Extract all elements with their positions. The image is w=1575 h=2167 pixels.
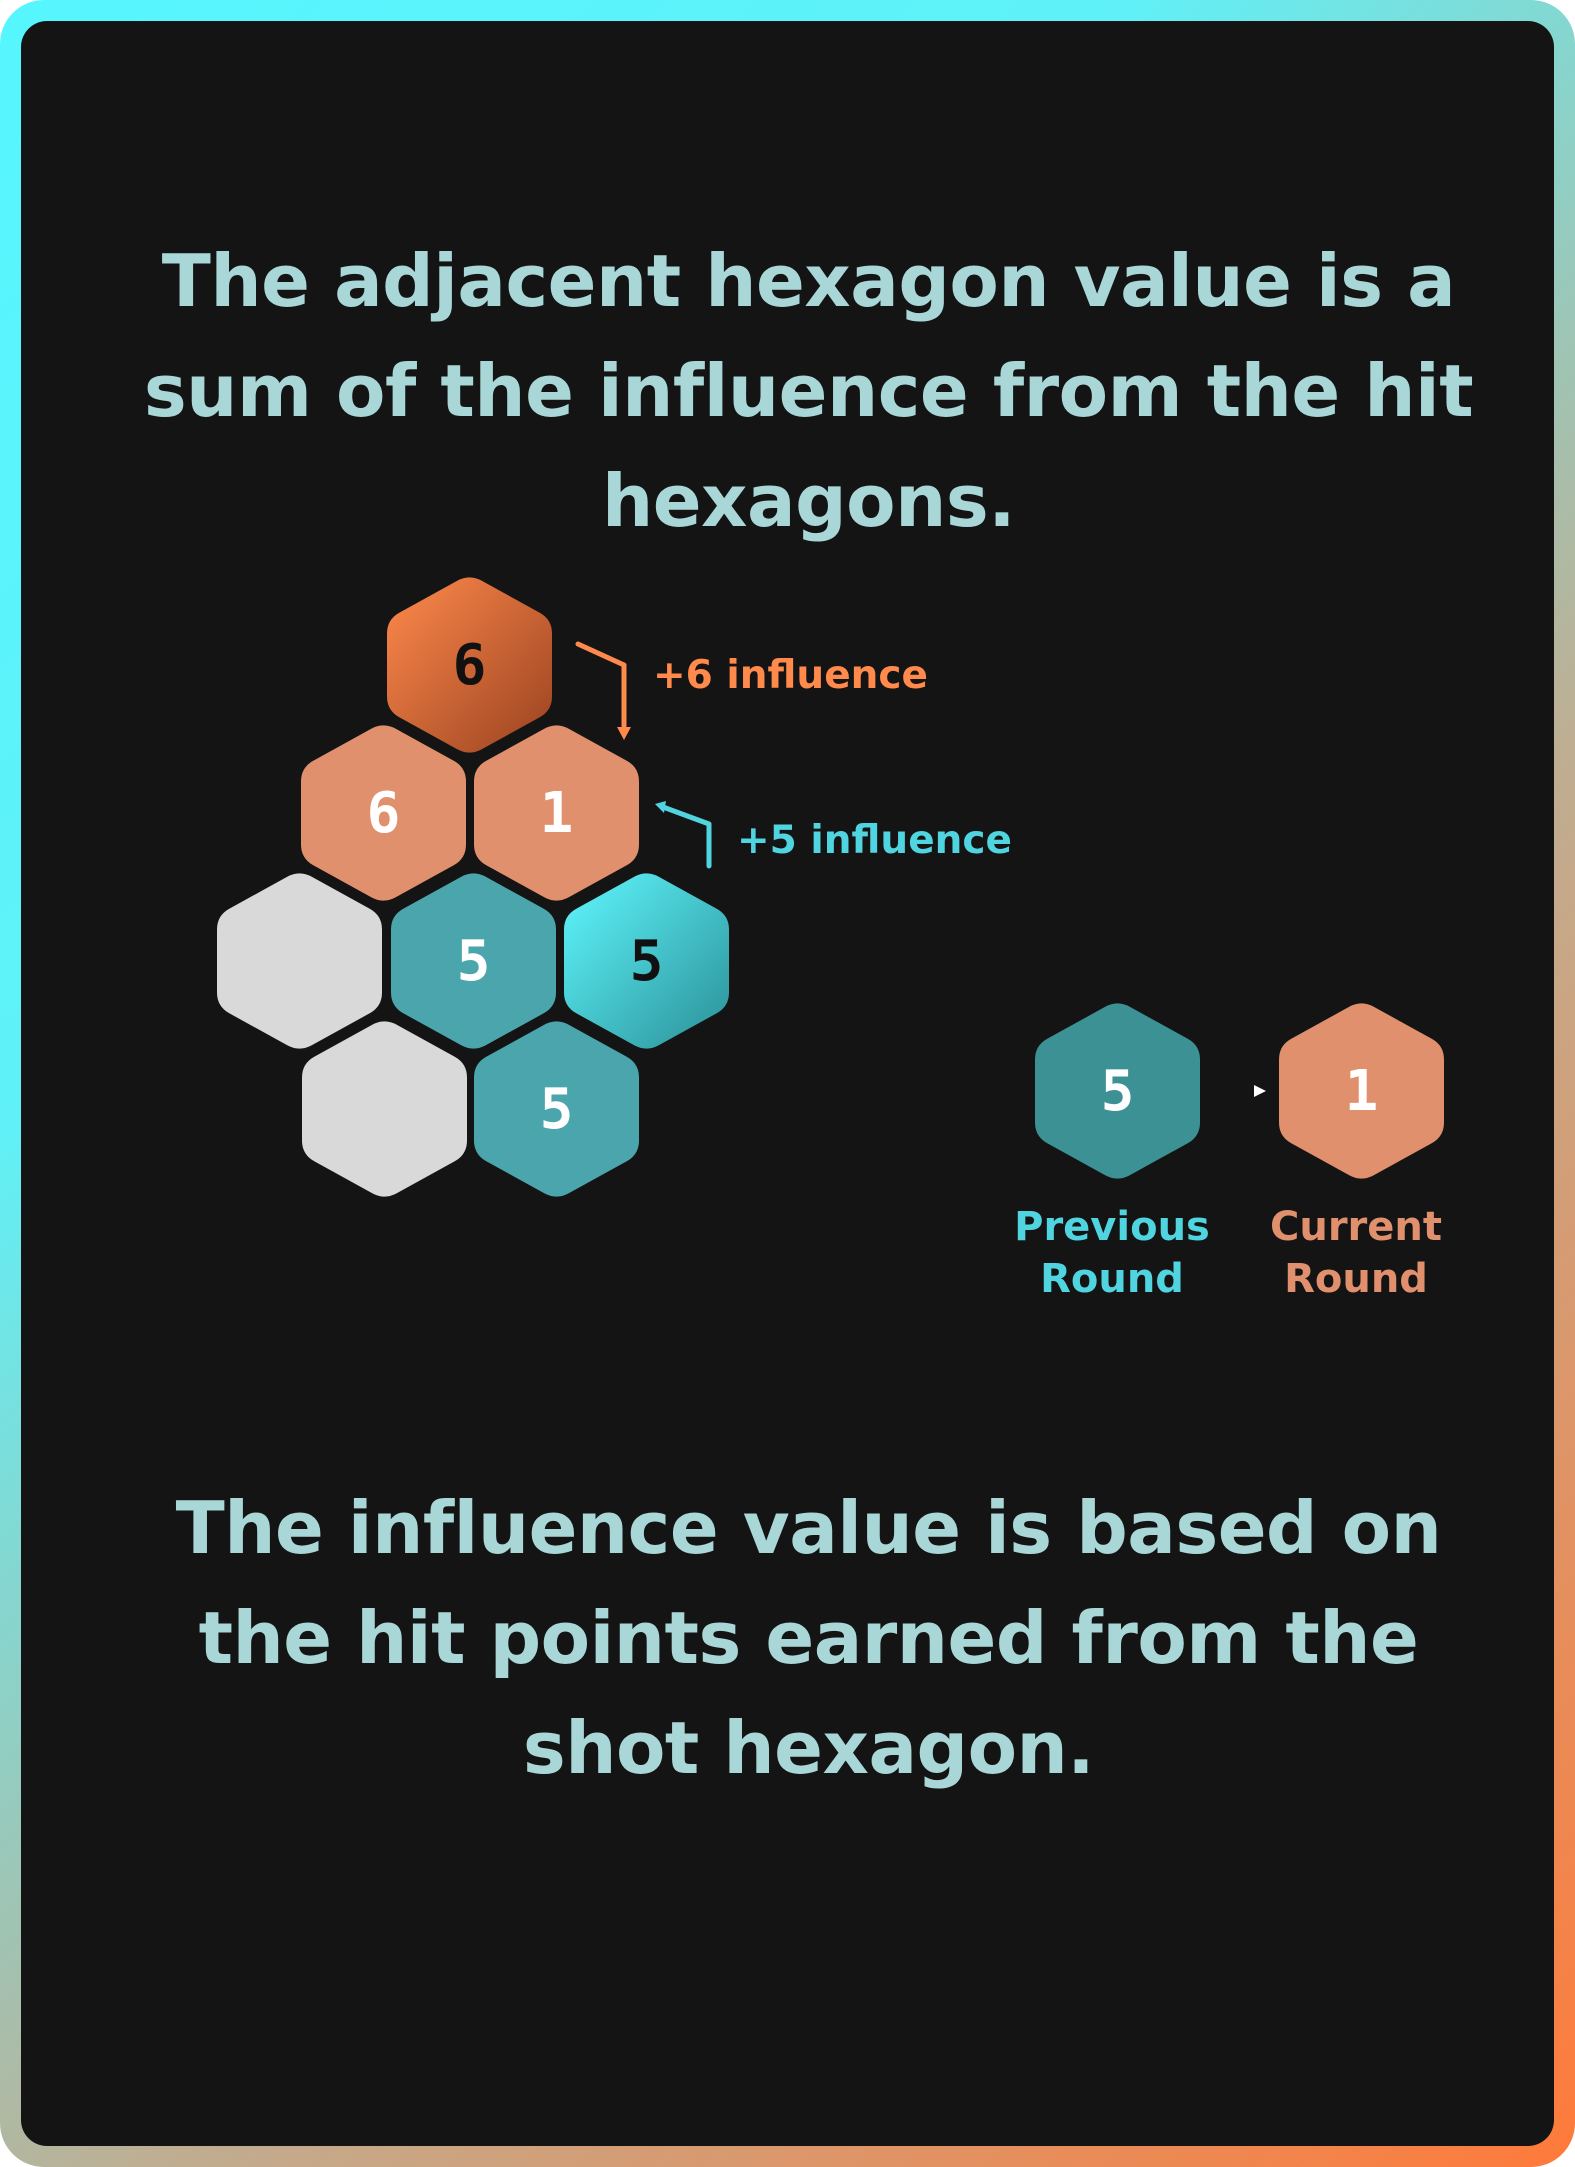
hex-target[interactable]: 1 <box>474 722 639 904</box>
hex-value: 6 <box>452 632 487 698</box>
hex-empty[interactable] <box>217 870 382 1052</box>
influence-label-cyan: +5 influence <box>737 818 1012 863</box>
previous-round-label: Previous Round <box>997 1201 1227 1305</box>
tutorial-card: The adjacent hexagon value is a sum of t… <box>21 21 1554 2146</box>
hex-value: 5 <box>629 928 664 994</box>
hex-value: 6 <box>366 780 401 846</box>
previous-round-label-line1: Previous <box>1014 1204 1210 1250</box>
current-round-value: 1 <box>1344 1058 1379 1124</box>
influence-arrows <box>575 641 712 869</box>
hex-value: 5 <box>456 928 491 994</box>
hex-shot-top[interactable]: 6 <box>387 574 552 756</box>
cyan-influence-arrow <box>655 801 712 869</box>
previous-round-value: 5 <box>1100 1058 1135 1124</box>
arrow-right-icon <box>1254 1085 1266 1097</box>
orange-influence-arrow <box>575 641 631 740</box>
hex-value: 5 <box>539 1076 574 1142</box>
current-round-hex: 1 <box>1279 1000 1444 1182</box>
previous-round-hex: 5 <box>1035 1000 1200 1182</box>
previous-round-label-line2: Round <box>1040 1256 1184 1302</box>
current-round-label-line2: Round <box>1284 1256 1428 1302</box>
current-round-label: Current Round <box>1241 1201 1471 1305</box>
hex-cell[interactable]: 5 <box>474 1018 639 1200</box>
current-round-label-line1: Current <box>1269 1204 1442 1250</box>
hex-shot-cyan[interactable]: 5 <box>564 870 729 1052</box>
heading-bottom: The influence value is based on the hit … <box>175 1486 1442 1790</box>
hex-empty[interactable] <box>302 1018 467 1200</box>
hex-cell[interactable]: 5 <box>391 870 556 1052</box>
hex-cell[interactable]: 6 <box>301 722 466 904</box>
heading-top: The adjacent hexagon value is a sum of t… <box>143 239 1474 543</box>
influence-label-orange: +6 influence <box>653 653 928 698</box>
hex-value: 1 <box>539 780 574 846</box>
